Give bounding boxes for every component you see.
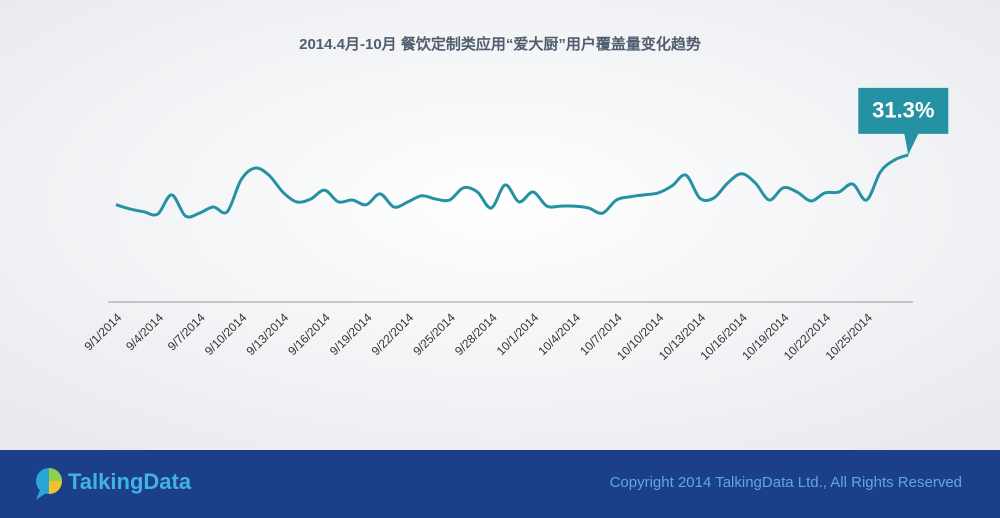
copyright: Copyright 2014 TalkingData Ltd., All Rig…	[610, 474, 962, 491]
callout-box	[858, 87, 949, 155]
background	[0, 0, 1000, 450]
data-line	[115, 153, 909, 219]
chart-title: 2014.4月-10月 餐饮定制类应用“爱大厨”用户覆盖量变化趋势	[299, 35, 701, 53]
data-label: 31.3%	[872, 98, 934, 123]
footer	[0, 450, 1000, 518]
logo-text: TalkingData	[68, 469, 192, 494]
logo-icon	[36, 468, 62, 500]
